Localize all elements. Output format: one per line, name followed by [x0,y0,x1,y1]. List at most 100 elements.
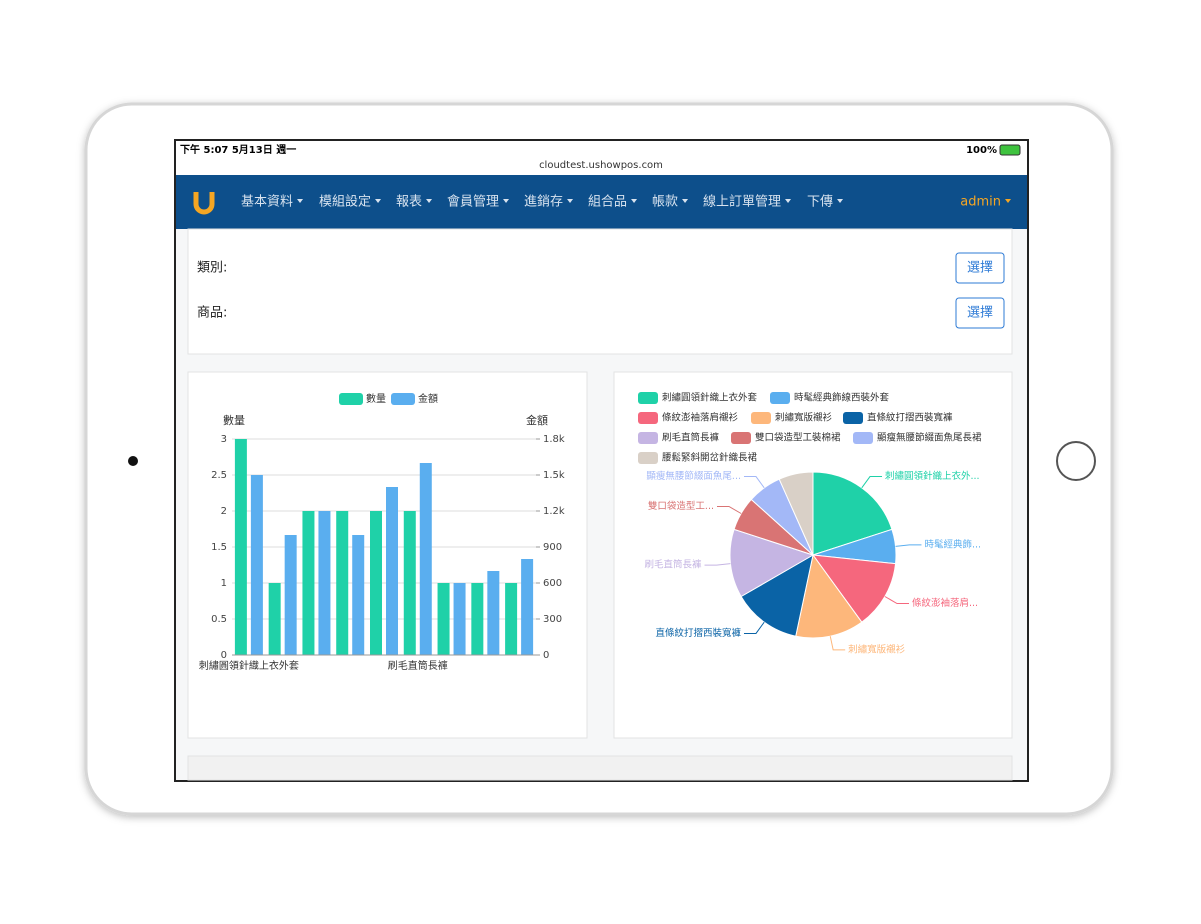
leader-line [829,636,846,651]
camera [128,456,138,466]
slice-label: 直條紋打摺西裝寬褲 [655,627,741,639]
legend-label[interactable]: 顯瘦無腰節綴面魚尾長裙 [877,432,982,444]
status-bar [176,141,1027,175]
slice-label: 刺繡圓領針織上衣外... [885,470,980,482]
caret [567,199,574,203]
bar [403,511,416,655]
select-button-label[interactable]: 選擇 [967,305,993,321]
status-time: 下午 5:07 5月13日 週一 [180,143,296,156]
legend-label[interactable]: 時髦經典飾線西裝外套 [794,392,890,404]
y2-tick-label: 300 [543,614,562,625]
caret [503,199,510,203]
legend-swatch[interactable] [731,432,751,444]
select-button[interactable] [955,252,1005,284]
bar [419,463,432,655]
legend-label[interactable]: 雙口袋造型工裝棉裙 [755,432,841,444]
pie-slice [811,554,897,623]
legend-swatch[interactable] [638,432,658,444]
legend-swatch[interactable] [751,412,771,424]
pie-slice [795,553,863,639]
bar [505,583,518,655]
legend-label[interactable]: 腰鬆緊斜開岔針織長裙 [662,452,758,464]
pie-slice [778,471,814,556]
bar [471,583,484,655]
legend-swatch[interactable] [843,412,863,424]
nav-menu: 基本資料 模組設定 報表 會員管理 進銷存 組合品 帳款 線上訂單管理 下傳 [241,194,844,210]
slice-label: 刷毛直筒長褲 [645,559,703,571]
nav-item[interactable]: 進銷存 [524,194,563,210]
home-button[interactable] [1056,441,1096,481]
user-menu[interactable]: admin [960,195,1001,210]
legend-swatch[interactable] [638,452,658,464]
bar [453,583,466,655]
nav-item[interactable]: 帳款 [652,195,678,210]
nav-item[interactable]: 組合品 [588,195,627,210]
bar [352,535,365,655]
battery-level: 100% [966,145,997,156]
bar [336,511,349,655]
x-tick-label: 刺繡圓領針織上衣外套 [199,659,299,672]
select-button-label[interactable]: 選擇 [967,260,993,276]
x-tick-label: 刷毛直筒長褲 [388,659,448,672]
legend-swatch[interactable] [638,392,658,404]
y2-tick-label: 1.2k [543,506,565,517]
caret [682,199,689,203]
slice-label: 雙口袋造型工... [648,500,714,512]
legend-label[interactable]: 條紋澎袖落肩襯衫 [662,412,739,424]
legend-label[interactable]: 直條紋打摺西裝寬褲 [867,412,953,424]
logo[interactable] [193,192,215,215]
bar [521,559,534,655]
select-button[interactable] [955,297,1005,329]
leader-line [884,596,910,604]
bar [437,583,450,655]
nav-item[interactable]: 基本資料 [241,195,293,210]
y-tick-label: 2 [221,506,227,517]
slice-label: 顯瘦無腰節綴面魚尾... [646,470,741,482]
battery-icon [999,144,1021,156]
bar [302,511,315,655]
legend-label[interactable]: 數量 [366,392,386,405]
nav-item[interactable]: 模組設定 [319,194,371,210]
caret [837,199,844,203]
leader-line [743,476,765,489]
leader-line [704,563,731,566]
nav-item[interactable]: 線上訂單管理 [703,194,781,210]
y-tick-label: 2.5 [211,470,227,481]
y-tick-label: 0.5 [211,614,227,625]
legend-swatch[interactable] [770,392,790,404]
y-tick-label: 3 [221,434,227,445]
caret [631,199,638,203]
legend-label[interactable]: 刺繡寬版襯衫 [775,412,833,424]
bar [318,511,331,655]
legend-swatch[interactable] [853,432,873,444]
caret [375,199,382,203]
bar [487,571,500,655]
legend-swatch[interactable] [391,393,415,405]
navbar [176,175,1027,229]
caret [297,199,304,203]
legend-label[interactable]: 刷毛直筒長褲 [662,432,720,444]
slice-label: 條紋澎袖落肩... [912,597,978,609]
bar [268,583,281,655]
bar [234,439,247,655]
filter-card [187,228,1013,355]
y-tick-label: 1 [221,578,227,589]
leader-line [743,621,765,634]
legend-swatch[interactable] [339,393,363,405]
caret [1005,199,1011,203]
bar [250,475,263,655]
nav-item[interactable]: 會員管理 [447,195,499,210]
legend-label[interactable]: 刺繡圓領針織上衣外套 [662,392,758,404]
bar [370,511,382,655]
url[interactable]: cloudtest.ushowpos.com [539,160,663,171]
legend-label[interactable]: 金額 [418,392,438,405]
caret [785,199,792,203]
legend-swatch[interactable] [638,412,658,424]
nav-item[interactable]: 報表 [396,195,422,210]
y2-tick-label: 1.5k [543,470,565,481]
y2-tick-label: 600 [543,578,562,589]
y2-tick-label: 1.8k [543,434,565,445]
filter-label: 商品: [197,306,227,321]
nav-item[interactable]: 下傳 [807,195,833,210]
